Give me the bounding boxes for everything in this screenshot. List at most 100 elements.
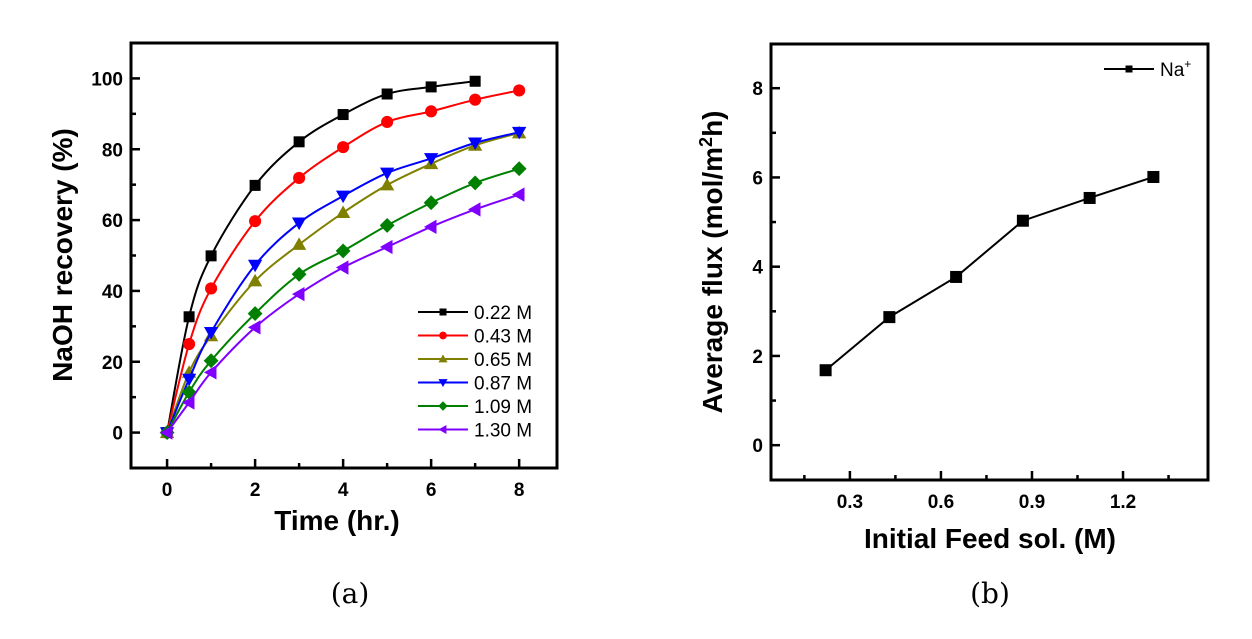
data-point xyxy=(183,337,196,351)
data-point xyxy=(247,273,263,287)
x-tick-label: 4 xyxy=(338,480,349,501)
data-point xyxy=(205,282,218,295)
data-point xyxy=(247,320,261,335)
data-point xyxy=(181,395,195,410)
data-point xyxy=(291,286,305,302)
legend-label: 1.30 M xyxy=(474,421,532,442)
data-point xyxy=(467,175,483,191)
data-point xyxy=(423,195,439,211)
data-point xyxy=(425,81,437,93)
data-point xyxy=(335,260,349,275)
y-tick-label: 6 xyxy=(752,168,763,189)
legend-label-text: 1.09 M xyxy=(474,397,532,418)
data-point xyxy=(183,311,195,323)
y-tick-label: 100 xyxy=(91,69,123,90)
data-point xyxy=(337,141,350,154)
data-point xyxy=(423,219,437,234)
legend-marker xyxy=(438,379,448,388)
x-tick-label: 2 xyxy=(250,480,261,501)
data-point xyxy=(512,126,527,140)
y-tick-label: 4 xyxy=(752,258,763,279)
series-line xyxy=(824,176,1154,371)
data-point xyxy=(381,115,394,129)
legend-label-text: 0.43 M xyxy=(474,327,532,348)
legend-label: 0.65 M xyxy=(474,350,532,371)
series-line xyxy=(166,131,520,433)
data-point xyxy=(512,187,525,202)
y-axis-title-b-main: Average flux (mol/m xyxy=(697,147,728,414)
data-point xyxy=(249,179,261,191)
data-point xyxy=(379,167,395,181)
legend-label-text: 0.65 M xyxy=(474,350,532,371)
legend-marker xyxy=(438,401,448,411)
legend-marker xyxy=(439,331,447,340)
legend-label-sup: + xyxy=(1184,57,1191,71)
data-point xyxy=(247,259,263,273)
x-tick-label: 0.3 xyxy=(837,492,863,513)
legend-label-text: 1.30 M xyxy=(474,421,532,442)
legend-entry: 0.87 M xyxy=(418,374,532,395)
data-point xyxy=(291,217,307,231)
legend-label: 0.87 M xyxy=(474,374,532,395)
data-point xyxy=(469,75,481,87)
data-point xyxy=(335,205,351,219)
data-point xyxy=(293,136,305,148)
data-point xyxy=(819,364,832,377)
x-tick-label: 0.6 xyxy=(928,492,954,513)
data-point xyxy=(205,250,217,262)
legend-marker xyxy=(438,424,447,435)
x-tick-label: 1.2 xyxy=(1110,492,1136,513)
series-0-43-m xyxy=(161,84,526,439)
legend-label-text: Na xyxy=(1160,60,1185,81)
legend-label-text: 0.87 M xyxy=(474,374,532,395)
legend-label: 0.43 M xyxy=(474,327,532,348)
caption-b: (b) xyxy=(970,577,1010,610)
legend-label-text: 0.22 M xyxy=(474,303,532,324)
data-point xyxy=(511,161,527,177)
data-point xyxy=(467,137,483,151)
x-axis-title-b: Initial Feed sol. (M) xyxy=(864,523,1116,554)
data-point xyxy=(249,215,262,228)
data-point xyxy=(337,109,349,121)
data-point xyxy=(203,365,217,380)
y-axis-title-b-sup: 2 xyxy=(696,137,716,147)
data-point xyxy=(469,93,482,106)
data-point xyxy=(335,190,351,204)
legend-label: Na+ xyxy=(1160,57,1191,81)
data-point xyxy=(291,266,307,282)
plot-area-b xyxy=(819,170,1160,377)
data-point xyxy=(181,373,197,387)
data-point xyxy=(950,270,963,283)
y-tick-label: 60 xyxy=(102,211,123,232)
y-tick-label: 80 xyxy=(102,140,123,161)
data-point xyxy=(381,88,393,100)
y-tick-label: 0 xyxy=(752,436,763,457)
y-tick-label: 2 xyxy=(752,347,763,368)
legend-entry: 0.65 M xyxy=(418,350,532,371)
data-point xyxy=(379,217,395,233)
series-1-09-m xyxy=(159,161,527,441)
legend-marker xyxy=(438,354,448,363)
y-axis-title-a: NaOH recovery (%) xyxy=(47,128,78,382)
data-point xyxy=(883,311,896,324)
data-point xyxy=(1016,214,1029,227)
y-tick-label: 0 xyxy=(112,424,123,445)
legend-marker xyxy=(439,308,447,316)
y-axis-title-b-end: h) xyxy=(697,110,728,136)
legend-b: Na+ xyxy=(1104,57,1191,81)
data-point xyxy=(203,326,219,340)
legend-a: 0.22 M 0.43 M0.65 M 0.87 M1.09 M 1.30 M xyxy=(418,303,532,442)
x-tick-label: 8 xyxy=(514,480,525,501)
series-line xyxy=(166,89,520,433)
legend-entry: 1.09 M xyxy=(418,397,532,418)
y-tick-label: 20 xyxy=(102,353,123,374)
legend-label: 1.09 M xyxy=(474,397,532,418)
plot-frame-b xyxy=(769,42,1210,482)
legend-entry: Na+ xyxy=(1104,57,1191,81)
legend-entry: 0.22 M xyxy=(418,303,532,324)
series-na xyxy=(819,170,1160,377)
series-line xyxy=(166,131,520,433)
legend-marker xyxy=(1125,65,1133,73)
